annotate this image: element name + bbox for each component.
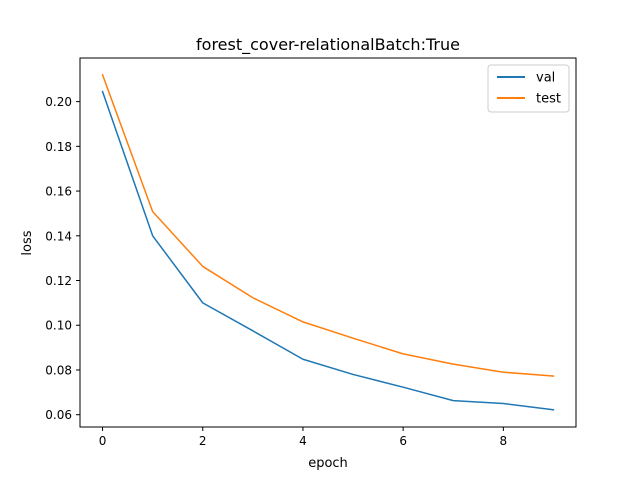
x-tick-label: 6 bbox=[399, 434, 407, 448]
plot-frame bbox=[79, 57, 577, 428]
y-tick-label: 0.16 bbox=[45, 185, 72, 199]
y-tick-label: 0.08 bbox=[45, 363, 72, 377]
x-tick-label: 0 bbox=[99, 434, 107, 448]
y-axis-ticks: 0.06 0.08 0.10 0.12 0.14 0.16 0.18 0.20 bbox=[45, 95, 80, 422]
x-axis-label: epoch bbox=[308, 456, 348, 471]
legend: val test bbox=[487, 64, 570, 113]
y-tick-label: 0.14 bbox=[45, 229, 72, 243]
y-tick-label: 0.18 bbox=[45, 140, 72, 154]
y-tick-label: 0.10 bbox=[45, 319, 72, 333]
y-tick-label: 0.12 bbox=[45, 274, 72, 288]
axes-layer bbox=[79, 57, 577, 428]
x-tick-label: 4 bbox=[299, 434, 307, 448]
legend-label-val: val bbox=[536, 71, 555, 86]
x-axis-ticks: 0 2 4 6 8 bbox=[99, 427, 507, 448]
series-line-val bbox=[101, 90, 555, 411]
x-tick-label: 2 bbox=[199, 434, 207, 448]
series-line-test bbox=[101, 73, 555, 377]
y-tick-label: 0.06 bbox=[45, 408, 72, 422]
y-tick-label: 0.20 bbox=[45, 95, 72, 109]
chart-title: forest_cover-relationalBatch:True bbox=[196, 35, 460, 55]
plot-area bbox=[80, 58, 576, 427]
series-layer bbox=[101, 73, 555, 411]
legend-label-test: test bbox=[536, 92, 561, 107]
x-tick-label: 8 bbox=[500, 434, 508, 448]
y-axis-label: loss bbox=[20, 230, 35, 255]
